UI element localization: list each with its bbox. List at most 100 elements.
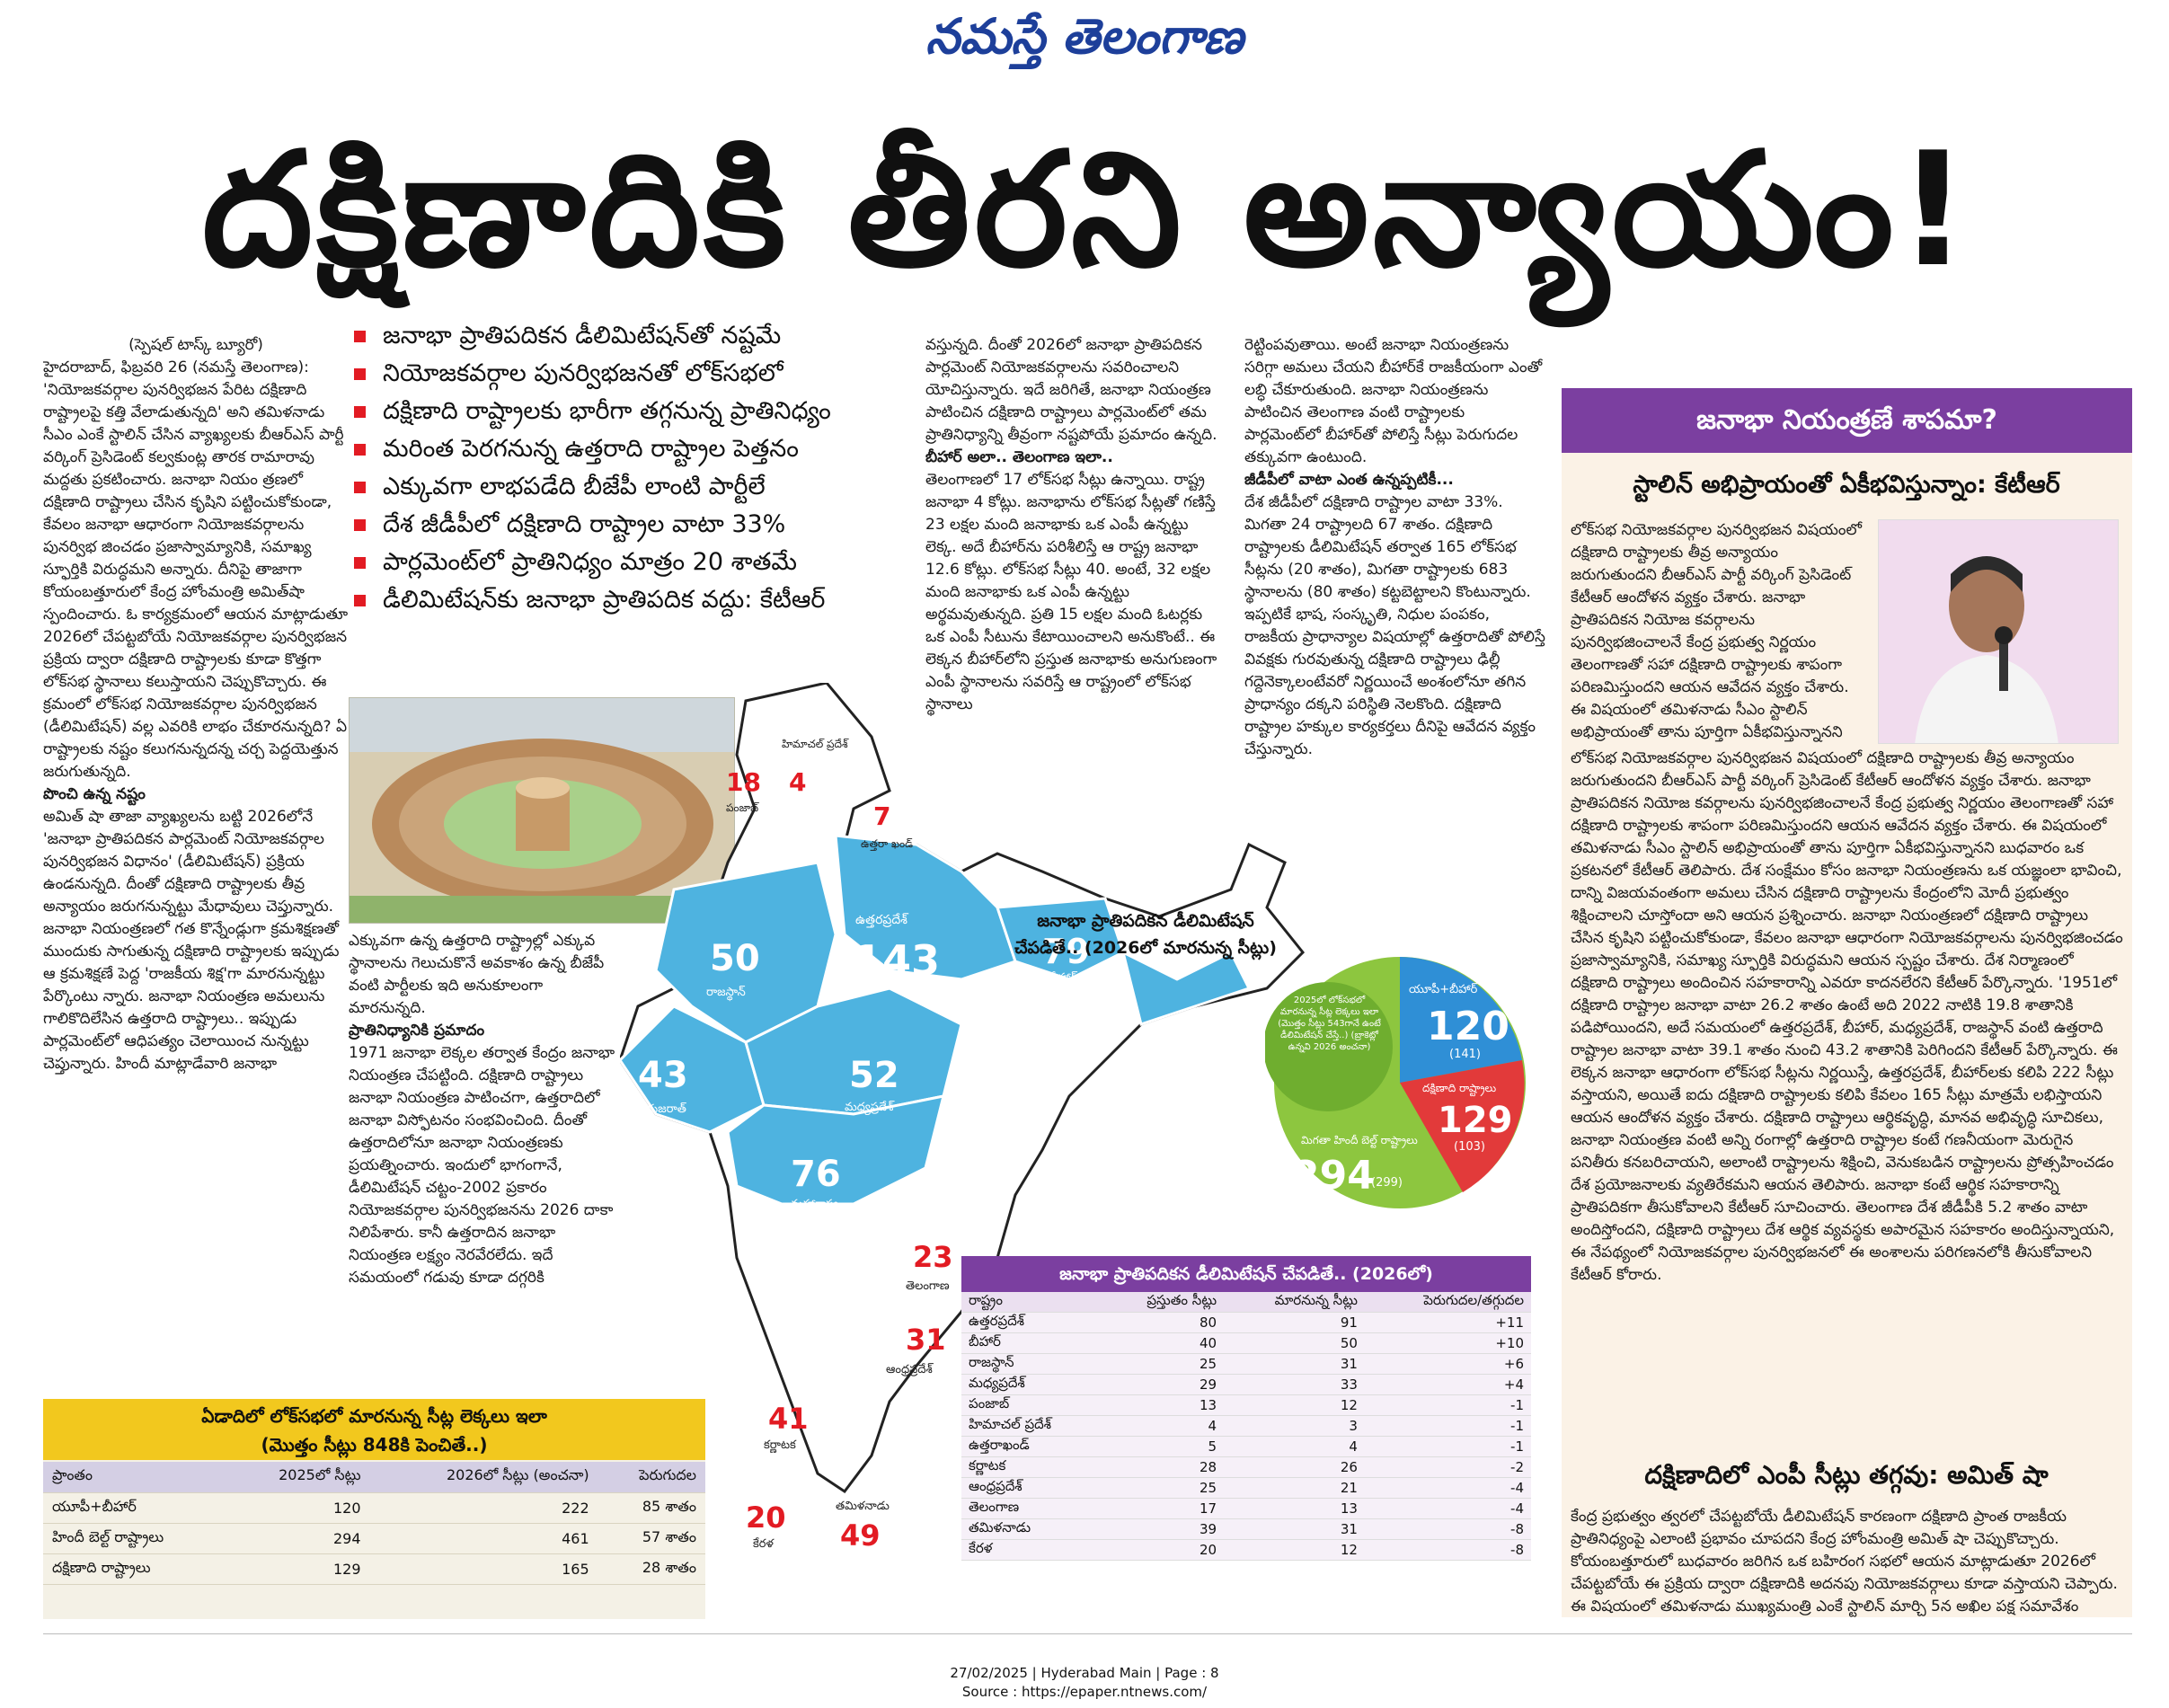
table-cell: మధ్యప్రదేశ్ — [961, 1374, 1102, 1395]
pie-label-south: దక్షిణాది రాష్ట్రాలు — [1422, 1082, 1496, 1097]
table-cell: 5 — [1102, 1436, 1225, 1457]
state-name-telangana: తెలంగాణ — [906, 1279, 950, 1293]
table-cell: 165 — [369, 1553, 598, 1585]
table-row: హిమాచల్ ప్రదేశ్ 4 3 -1 — [961, 1415, 1531, 1437]
bihar-region — [995, 897, 1125, 981]
subheading: జీడీపీలో వాటా ఎంత ఉన్నప్పటికీ... — [1244, 471, 1454, 489]
state-name-uttar-pradesh: ఉత్తరప్రదేశ్ — [855, 913, 908, 928]
table-1: ప్రాంతం 2025లో సీట్లు 2026లో సీట్లు (అంచ… — [43, 1462, 705, 1585]
table-cell: 91 — [1224, 1312, 1365, 1333]
table-row: రాజస్థాన్ 25 31 +6 — [961, 1353, 1531, 1375]
right-panel-body: లోక్‌సభ నియోజకవర్గాల పునర్విభజన విషయంలో … — [1571, 519, 1867, 744]
table-cell: -4 — [1364, 1477, 1531, 1499]
map-title: జనాభా ప్రాతిపదికన డీలిమిటేషన్ చేపడితే.. … — [975, 907, 1316, 975]
map-title-line-2: చేపడితే.. (2026లో మారనున్న సీట్లు) — [1014, 938, 1277, 958]
table-cell: ఉత్తరాఖండ్ — [961, 1436, 1102, 1457]
table-cell: 33 — [1224, 1374, 1365, 1395]
table-cell: 129 — [227, 1553, 370, 1585]
table-cell: తెలంగాణ — [961, 1498, 1102, 1519]
table-cell: 28 — [1102, 1456, 1225, 1478]
bullet-item: ఎక్కువగా లాభపడేది బీజేపీ లాంటి పార్టీలే — [350, 470, 899, 504]
state-name-kerala: కేరళ — [753, 1537, 775, 1551]
table-2-title: జనాభా ప్రాతిపదికన డీలిమిటేషన్ చేపడితే.. … — [961, 1256, 1531, 1292]
paragraph: లోక్‌సభ నియోజకవర్గాల పునర్విభజన విషయంలో … — [1571, 749, 2123, 1284]
table-2-grid: రాష్ట్రం ప్రస్తుతం సీట్లు మారనున్న సీట్ల… — [961, 1292, 1531, 1561]
maharashtra-region — [726, 1094, 946, 1206]
table-cell: తమిళనాడు — [961, 1518, 1102, 1540]
table-2: రాష్ట్రం ప్రస్తుతం సీట్లు మారనున్న సీట్ల… — [961, 1256, 1531, 1561]
table-row: కేరళ 20 12 -8 — [961, 1539, 1531, 1561]
state-name-uttarakhand: ఉత్తరా ఖండ్ — [861, 837, 913, 851]
table-cell: ఆంధ్రప్రదేశ్ — [961, 1477, 1102, 1499]
state-name-tamil-nadu: తమిళనాడు — [836, 1500, 890, 1513]
column-header: పెరుగుదల/తగ్గుదల — [1364, 1292, 1531, 1313]
state-seats-maharashtra: 76 — [791, 1154, 841, 1195]
table-row: తెలంగాణ 17 13 -4 — [961, 1498, 1531, 1519]
speaker-photo — [1878, 519, 2119, 744]
masthead: నమస్తే తెలంగాణ — [925, 7, 1244, 65]
table-cell: హిమాచల్ ప్రదేశ్ — [961, 1415, 1102, 1437]
bullet-item: మరింత పెరగనున్న ఉత్తరాది రాష్ట్రాల పెత్త… — [350, 432, 899, 466]
state-name-andhra-pradesh: ఆంధ్రప్రదేశ్ — [886, 1363, 934, 1376]
state-seats-punjab: 18 — [726, 767, 761, 797]
article-column-3: వస్తున్నది. దీంతో 2026లో జనాభా ప్రాతిపది… — [925, 334, 1222, 891]
table-cell: -8 — [1364, 1539, 1531, 1561]
table-row: దక్షిణాది రాష్ట్రాలు 129 165 28 శాతం — [43, 1553, 705, 1585]
table-cell: 3 — [1224, 1415, 1365, 1437]
state-name-maharashtra: మహారాష్ట్ర — [791, 1198, 839, 1213]
article-column-2: ఎక్కువగా ఉన్న ఉత్తరాది రాష్ట్రాల్లో ఎక్క… — [349, 930, 620, 1393]
footer-date-edition: 27/02/2025 | Hyderabad Main | Page : 8 — [950, 1665, 1219, 1681]
table-cell: 26 — [1224, 1456, 1365, 1478]
column-header: 2026లో సీట్లు (అంచనా) — [369, 1462, 598, 1493]
table-row: ఆంధ్రప్రదేశ్ 25 21 -4 — [961, 1477, 1531, 1499]
state-seats-tamil-nadu: 49 — [840, 1518, 881, 1553]
speaker-illustration — [1879, 520, 2118, 743]
paragraph: ఎక్కువగా ఉన్న ఉత్తరాది రాష్ట్రాల్లో ఎక్క… — [349, 932, 605, 1017]
table-cell: 57 శాతం — [598, 1523, 705, 1554]
table-cell: 12 — [1224, 1539, 1365, 1561]
table-cell: 120 — [227, 1492, 370, 1524]
article-column-1: (స్పెషల్ టాస్క్ బ్యూరో) హైదరాబాద్, ఫిబ్ర… — [43, 334, 349, 1391]
table-cell: 28 శాతం — [598, 1553, 705, 1585]
paragraph: వస్తున్నది. దీంతో 2026లో జనాభా ప్రాతిపది… — [925, 336, 1217, 444]
table-cell: +10 — [1364, 1332, 1531, 1354]
table-row: పంజాబ్ 13 12 -1 — [961, 1394, 1531, 1416]
table-row: యూపీ+బీహార్ 120 222 85 శాతం — [43, 1492, 705, 1524]
state-seats-madhya-pradesh: 52 — [849, 1055, 899, 1096]
state-name-karnataka: కర్ణాటక — [764, 1438, 797, 1454]
table-cell: కర్ణాటక — [961, 1456, 1102, 1478]
paragraph: దేశ జీడీపీలో దక్షిణాది రాష్ట్రాల వాటా 33… — [1244, 493, 1545, 758]
paragraph: తెలంగాణలో 17 లోక్‌సభ సీట్లు ఉన్నాయి. రాష… — [925, 471, 1217, 713]
table-cell: -4 — [1364, 1498, 1531, 1519]
column-header: రాష్ట్రం — [961, 1292, 1102, 1313]
table-row: బీహార్ 40 50 +10 — [961, 1332, 1531, 1354]
state-seats-karnataka: 41 — [768, 1402, 809, 1436]
table-cell: 39 — [1102, 1518, 1225, 1540]
table-cell: -8 — [1364, 1518, 1531, 1540]
table-cell: +11 — [1364, 1312, 1531, 1333]
table-cell: 461 — [369, 1523, 598, 1554]
table-cell: 40 — [1102, 1332, 1225, 1354]
table-cell: 31 — [1224, 1353, 1365, 1375]
state-seats-uttar-pradesh: 143 — [854, 936, 940, 985]
subheading: పొంచి ఉన్న నష్టం — [43, 785, 146, 803]
table-cell: 29 — [1102, 1374, 1225, 1395]
table-cell: యూపీ+బీహార్ — [43, 1492, 228, 1524]
table-cell: 20 — [1102, 1539, 1225, 1561]
table-cell: 4 — [1224, 1436, 1365, 1457]
pie-svg: యూపీ+బీహార్ 120 (141) దక్షిణాది రాష్ట్రా… — [1263, 957, 1526, 1208]
pie-label-hindi-belt: మిగతా హిందీ బెల్ట్ రాష్ట్రాలు — [1301, 1134, 1418, 1149]
paragraph: అమిత్ షా తాజా వ్యాఖ్యలను బట్టి 2026లోనే … — [43, 808, 340, 1073]
table-cell: బీహార్ — [961, 1332, 1102, 1354]
right-panel-body-continued: లోక్‌సభ నియోజకవర్గాల పునర్విభజన విషయంలో … — [1571, 748, 2123, 1444]
pie-center-text: 2025లో లోక్‌సభలో మారనున్న సీట్ల లెక్కలు … — [1278, 996, 1381, 1052]
state-seats-bihar: 79 — [1042, 932, 1090, 971]
headline: దక్షిణాదికి తీరని అన్యాయం! — [201, 119, 1973, 302]
bullet-item: దేశ జీడీపీలో దక్షిణాది రాష్ట్రాల వాటా 33… — [350, 508, 899, 542]
right-panel-subhead: స్టాలిన్ అభిప్రాయంతో ఏకీభవిస్తున్నాం: కే… — [1633, 471, 2060, 499]
pie-value-up-bihar: 120 — [1427, 1004, 1509, 1049]
pie-center-disc — [1263, 982, 1393, 1111]
footer-source-link[interactable]: Source : https://epaper.ntnews.com/ — [961, 1684, 1208, 1700]
state-seats-rajasthan: 50 — [710, 938, 760, 979]
right-panel-body-2: కేంద్ర ప్రభుత్వం త్వరలో చేపట్టబోయే డీలిమ… — [1571, 1506, 2123, 1618]
